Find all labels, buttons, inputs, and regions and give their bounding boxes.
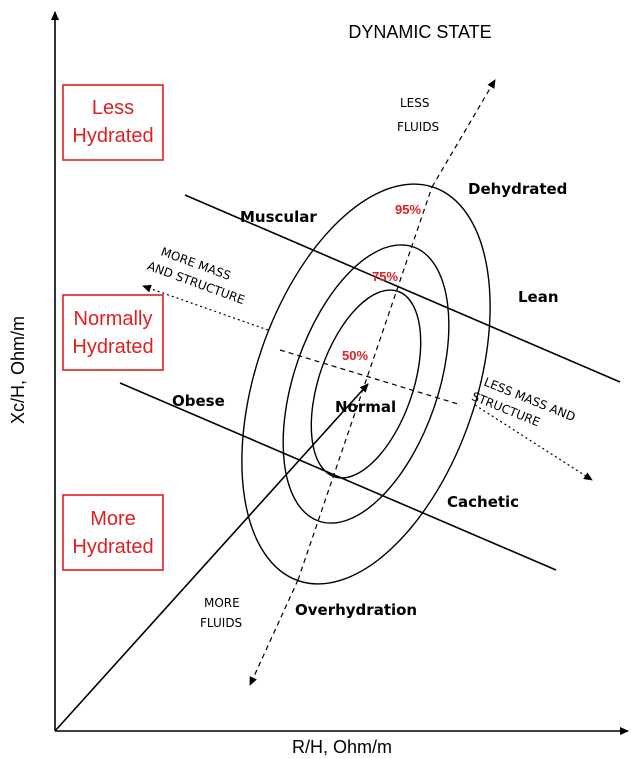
region-label: Overhydration bbox=[295, 601, 417, 619]
ellipse-50 bbox=[310, 289, 422, 479]
boundary-line bbox=[119, 382, 557, 571]
hydration-label: Normally Hydrated bbox=[72, 308, 153, 358]
hydration-box bbox=[62, 84, 164, 161]
vector bbox=[54, 383, 369, 732]
fluid-arrow bbox=[431, 79, 496, 188]
y-axis-label: Xc/H, Ohm/m bbox=[8, 316, 28, 424]
arrow-label: MORE FLUIDS bbox=[200, 596, 242, 630]
hydration-label: More Hydrated bbox=[72, 508, 153, 558]
percent-label: 75% bbox=[372, 269, 398, 284]
percent-label: 95% bbox=[395, 202, 421, 217]
region-label: Muscular bbox=[240, 208, 317, 226]
hydration-label: Less Hydrated bbox=[72, 97, 153, 147]
percent-label: 50% bbox=[342, 348, 368, 363]
mass-arrow bbox=[142, 284, 269, 331]
minor-axis bbox=[279, 349, 459, 405]
arrow-label: LESS MASS ANDSTRUCTURE bbox=[470, 373, 578, 441]
region-label: Normal bbox=[335, 398, 396, 416]
title: DYNAMIC STATE bbox=[348, 22, 491, 42]
arrow-label: LESS FLUIDS bbox=[397, 96, 439, 134]
major-axis bbox=[297, 186, 433, 581]
boundary-line bbox=[184, 194, 621, 383]
hydration-box bbox=[62, 294, 164, 371]
region-label: Dehydrated bbox=[468, 180, 567, 198]
region-label: Cachetic bbox=[447, 493, 519, 511]
region-label: Obese bbox=[172, 392, 225, 410]
region-label: Lean bbox=[518, 288, 559, 306]
hydration-box bbox=[62, 494, 164, 571]
fluid-arrow bbox=[249, 579, 299, 686]
x-axis-label: R/H, Ohm/m bbox=[292, 737, 392, 757]
mass-arrow bbox=[474, 404, 593, 481]
ellipse-75 bbox=[282, 244, 450, 524]
